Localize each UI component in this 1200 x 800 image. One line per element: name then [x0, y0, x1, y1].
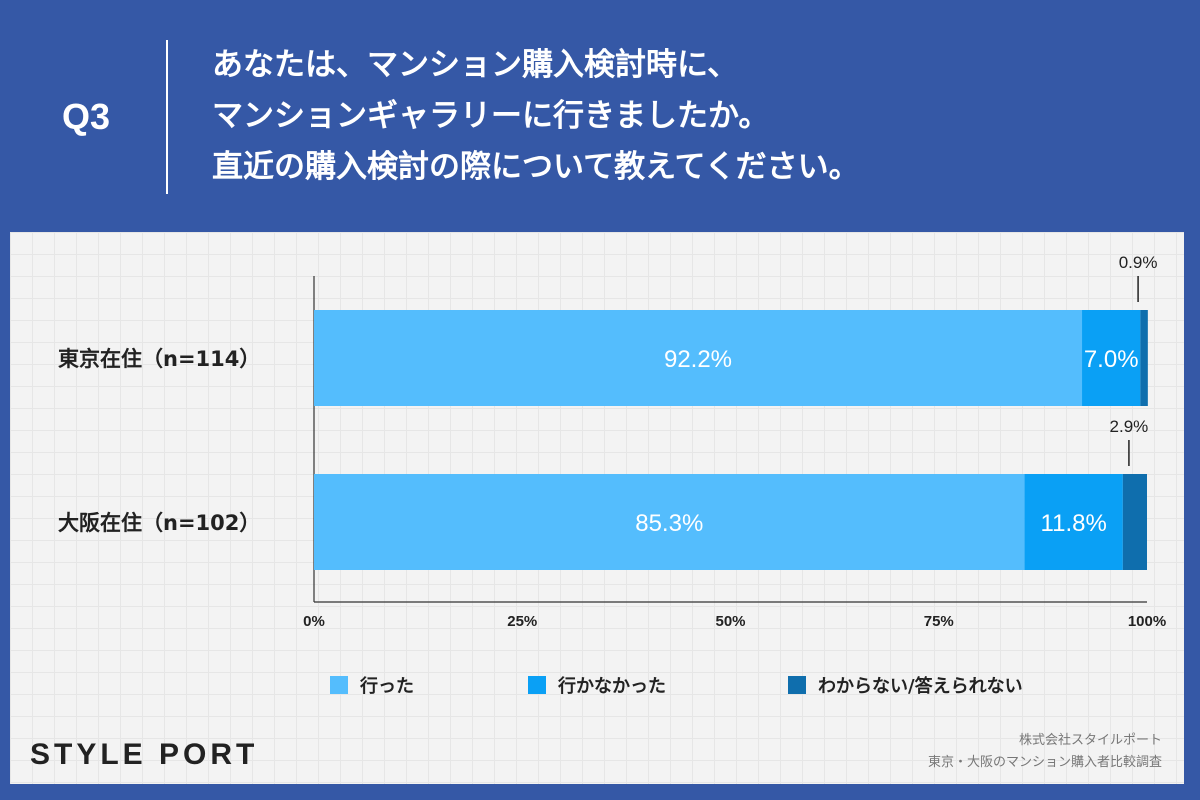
question-number: Q3 — [62, 96, 111, 137]
header: Q3 あなたは、マンション購入検討時に、 マンションギャラリーに行きましたか。 … — [0, 0, 1200, 232]
data-label-0-1: 7.0% — [1084, 346, 1139, 373]
legend-label-went: 行った — [360, 676, 414, 697]
bar-0-0 — [314, 310, 1083, 406]
data-label-0-2: 0.9% — [1119, 253, 1158, 272]
legend-item-unknown: わからない/答えられない — [788, 672, 1023, 698]
x-tick-label-0: 0% — [303, 613, 325, 630]
question-text: あなたは、マンション購入検討時に、 マンションギャラリーに行きましたか。 直近の… — [212, 40, 860, 193]
legend-item-did-not-go: 行かなかった — [528, 672, 666, 698]
source-note: 株式会社スタイルポート 東京・大阪のマンション購入者比較調査 — [928, 730, 1162, 774]
source-line-2: 東京・大阪のマンション購入者比較調査 — [927, 755, 1162, 770]
category-label-1: 大阪在住（n=102） — [58, 511, 260, 535]
x-tick-label-2: 50% — [715, 613, 745, 630]
category-label-0: 東京在住（n=114） — [58, 347, 260, 371]
question-line-1: あなたは、マンション購入検討時に、 — [212, 47, 739, 83]
x-tick-label-4: 100% — [1128, 613, 1166, 630]
source-line-1: 株式会社スタイルポート — [1018, 733, 1162, 748]
legend-label-unknown: わからない/答えられない — [818, 676, 1023, 697]
data-label-1-2: 2.9% — [1110, 417, 1149, 436]
legend-swatch-did-not-go — [528, 676, 546, 694]
data-label-1-0: 85.3% — [635, 510, 703, 537]
x-tick-label-1: 25% — [507, 613, 537, 630]
question-line-3: 直近の購入検討の際について教えてください。 — [212, 149, 860, 185]
bar-0-1 — [1082, 310, 1141, 406]
data-label-0-0: 92.2% — [664, 346, 732, 373]
bar-1-1 — [1024, 474, 1123, 570]
bar-1-0 — [314, 474, 1025, 570]
bar-1-2 — [1122, 474, 1147, 570]
bar-0-2 — [1140, 310, 1148, 406]
question-line-2: マンションギャラリーに行きましたか。 — [212, 98, 770, 134]
data-label-1-1: 11.8% — [1041, 510, 1107, 537]
company-logo: STYLE PORT — [30, 738, 259, 771]
x-tick-label-3: 75% — [924, 613, 954, 630]
legend-item-went: 行った — [330, 672, 414, 698]
legend-swatch-went — [330, 676, 348, 694]
legend-label-did-not-go: 行かなかった — [558, 676, 666, 697]
header-divider — [166, 40, 168, 194]
legend-swatch-unknown — [788, 676, 806, 694]
